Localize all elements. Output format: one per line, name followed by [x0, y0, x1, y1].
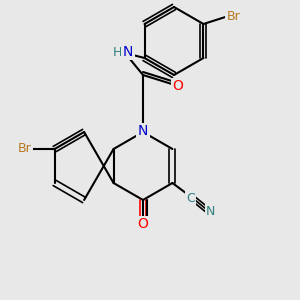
Text: N: N	[123, 45, 133, 59]
Text: H: H	[112, 46, 122, 59]
Text: Br: Br	[226, 10, 240, 22]
Text: N: N	[206, 205, 215, 218]
Text: O: O	[138, 217, 148, 231]
Text: O: O	[172, 79, 183, 93]
Text: Br: Br	[18, 142, 32, 155]
Text: C: C	[186, 192, 195, 205]
Text: N: N	[138, 124, 148, 138]
